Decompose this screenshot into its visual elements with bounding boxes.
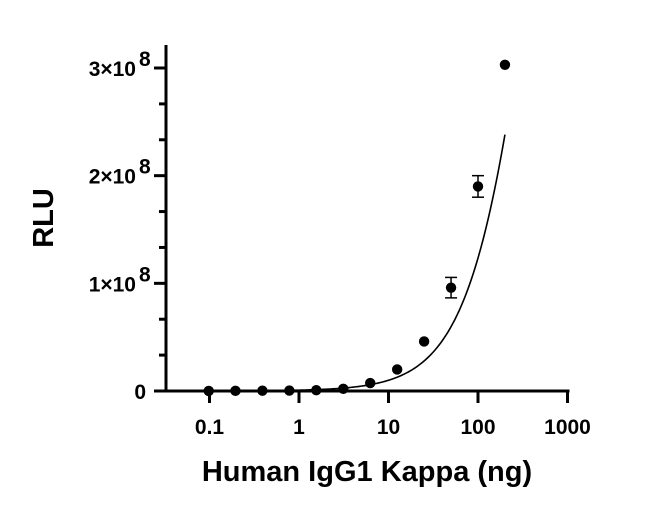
data-point bbox=[338, 383, 349, 395]
data-point bbox=[230, 385, 241, 397]
y-tick-exponent: 8 bbox=[139, 48, 151, 71]
data-point bbox=[365, 377, 376, 389]
x-tick-label: 1000 bbox=[544, 416, 591, 439]
x-tick-label: 0.1 bbox=[195, 416, 225, 439]
data-point bbox=[311, 384, 322, 396]
x-tick-label: 100 bbox=[460, 416, 495, 439]
data-point bbox=[203, 385, 214, 397]
data-point bbox=[257, 385, 268, 396]
data-point bbox=[472, 181, 484, 192]
x-tick-label: 1 bbox=[293, 416, 305, 439]
y-tick-label: 3×10 bbox=[89, 58, 136, 81]
y-tick-label: 1×10 bbox=[89, 273, 136, 296]
x-tick-label: 10 bbox=[377, 416, 400, 439]
data-point bbox=[284, 385, 295, 396]
y-tick-label: 0 bbox=[134, 381, 146, 404]
x-axis-title: Human IgG1 Kappa (ng) bbox=[202, 456, 532, 488]
data-point bbox=[499, 59, 511, 70]
y-tick-exponent: 8 bbox=[139, 263, 151, 286]
data-point bbox=[445, 282, 457, 293]
fit-curve bbox=[208, 134, 506, 392]
y-axis-title: RLU bbox=[28, 188, 60, 248]
y-tick-label: 2×10 bbox=[89, 166, 136, 189]
data-point bbox=[391, 364, 403, 375]
data-point bbox=[418, 336, 430, 347]
x-axis: 0.1 1 10 100 1000 bbox=[164, 389, 591, 439]
y-axis: 01×10 82×10 83×10 8 bbox=[89, 45, 168, 404]
error-bars bbox=[445, 174, 484, 299]
y-tick-exponent: 8 bbox=[139, 156, 151, 179]
data-points bbox=[203, 59, 511, 397]
